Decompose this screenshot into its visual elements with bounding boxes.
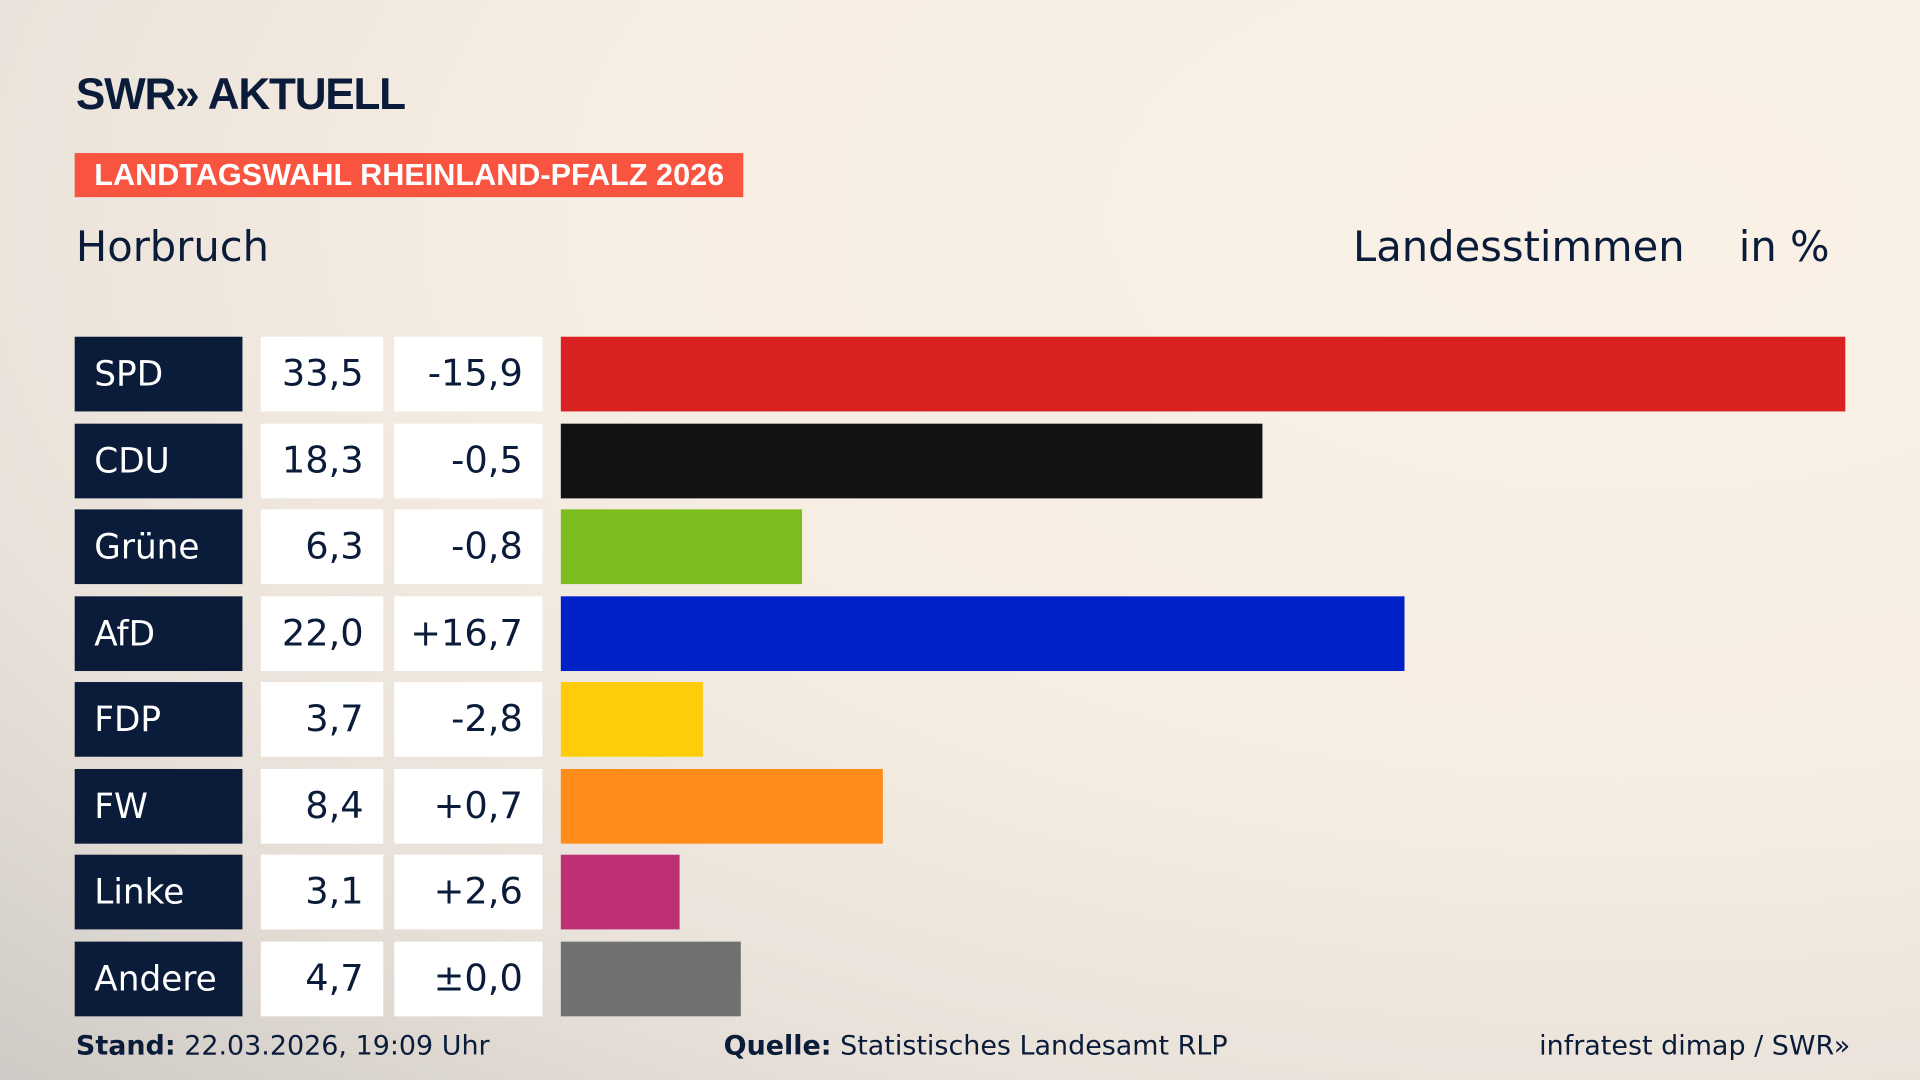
timestamp: Stand: 22.03.2026, 19:09 Uhr	[75, 1031, 490, 1062]
place-name: Horbruch	[75, 222, 270, 272]
swr-aktuell-logo: SWR» AKTUELL	[75, 68, 406, 119]
party-label: Andere	[74, 941, 243, 1016]
value-label: 22,0	[260, 595, 384, 671]
diff-label: -0,5	[394, 423, 543, 498]
value-label: 3,1	[260, 854, 384, 930]
unit-label: in %	[1738, 222, 1830, 272]
bar	[560, 854, 680, 930]
diff-label: -0,8	[394, 509, 543, 585]
source: Quelle: Statistisches Landesamt RLP	[723, 1031, 1228, 1062]
bar	[560, 682, 703, 757]
bar	[560, 941, 742, 1016]
diff-label: +0,7	[394, 768, 543, 844]
diff-label: ±0,0	[394, 941, 543, 1016]
diff-label: +2,6	[394, 854, 543, 930]
diff-label: +16,7	[394, 595, 543, 671]
party-label: Linke	[74, 854, 243, 930]
value-label: 6,3	[260, 509, 384, 585]
value-label: 3,7	[260, 682, 384, 757]
party-label: SPD	[74, 336, 243, 412]
party-label: FDP	[74, 682, 243, 757]
value-label: 4,7	[260, 941, 384, 1016]
diff-label: -15,9	[394, 336, 543, 412]
value-label: 8,4	[260, 768, 384, 844]
diff-label: -2,8	[394, 682, 543, 757]
value-label: 33,5	[260, 336, 384, 412]
bar	[560, 768, 883, 844]
credit: infratest dimap / SWR»	[1539, 1031, 1851, 1062]
value-label: 18,3	[260, 423, 384, 498]
election-banner: LANDTAGSWAHL RHEINLAND-PFALZ 2026	[74, 153, 744, 198]
party-label: FW	[74, 768, 243, 844]
bar	[560, 509, 803, 585]
bar	[560, 595, 1405, 671]
bar	[560, 336, 1846, 412]
party-label: AfD	[74, 595, 243, 671]
party-label: CDU	[74, 423, 243, 498]
bar	[560, 423, 1263, 498]
party-label: Grüne	[74, 509, 243, 585]
vote-type: Landesstimmen	[1353, 222, 1685, 272]
